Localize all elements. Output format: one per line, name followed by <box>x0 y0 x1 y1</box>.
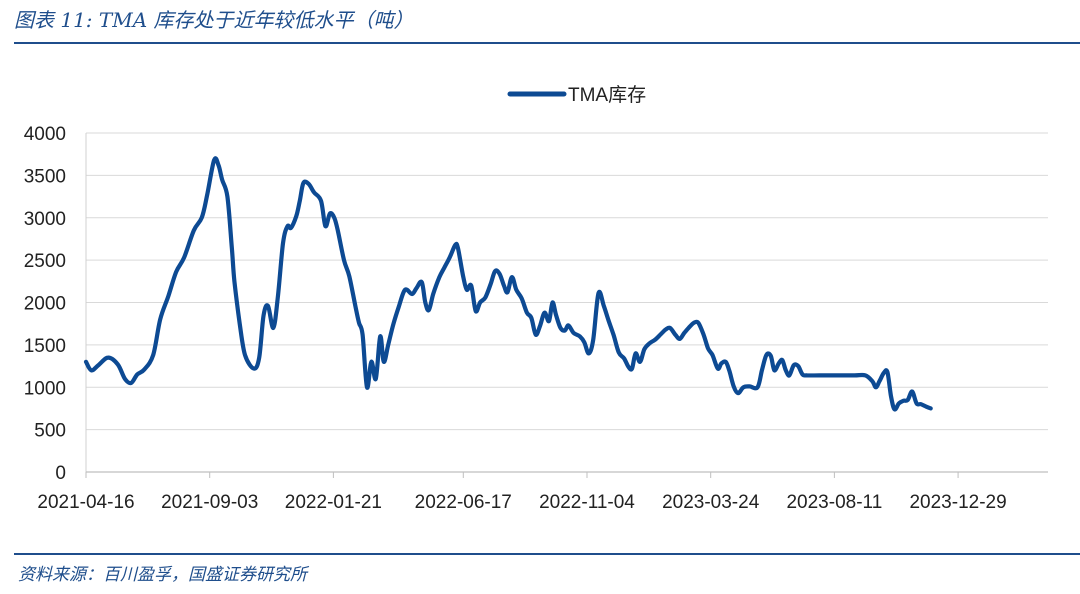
x-tick-label: 2023-03-24 <box>662 492 760 513</box>
y-axis-ticks: 0 500 1000 1500 2000 2500 3000 3500 4000 <box>24 124 66 484</box>
x-tick-label: 2021-04-16 <box>37 492 134 513</box>
y-tick-label: 500 <box>34 421 66 442</box>
y-tick-label: 2000 <box>24 294 66 315</box>
series-group <box>83 156 933 412</box>
x-tick-label: 2022-06-17 <box>415 492 512 513</box>
x-tick-label: 2023-12-29 <box>909 492 1006 513</box>
y-tick-label: 4000 <box>24 124 66 145</box>
footer-rule <box>14 553 1080 555</box>
x-tick-label: 2023-08-11 <box>786 492 882 513</box>
x-tick-label: 2022-01-21 <box>285 492 382 513</box>
chart-axes <box>85 133 1048 473</box>
y-tick-label: 2500 <box>24 251 66 272</box>
x-axis-ticks: 2021-04-16 2021-09-03 2022-01-21 2022-06-17… <box>37 472 1007 513</box>
y-tick-label: 3500 <box>24 166 66 187</box>
chart-gridlines <box>86 132 1048 431</box>
x-tick-label: 2022-11-04 <box>539 492 635 513</box>
x-tick-label: 2021-09-03 <box>161 492 258 513</box>
figure-title: 图表 11: TMA 库存处于近年较低水平（吨） <box>14 8 414 32</box>
source-note: 资料来源：百川盈孚，国盛证券研究所 <box>18 565 307 585</box>
y-tick-label: 3000 <box>24 209 66 230</box>
y-tick-label: 1000 <box>24 378 66 399</box>
series-line-tma-inventory <box>83 156 933 412</box>
legend: TMA库存 <box>507 84 646 106</box>
y-tick-label: 1500 <box>24 336 66 357</box>
header-rule <box>14 42 1080 44</box>
legend-label: TMA库存 <box>568 84 646 106</box>
y-tick-label: 0 <box>55 463 66 484</box>
